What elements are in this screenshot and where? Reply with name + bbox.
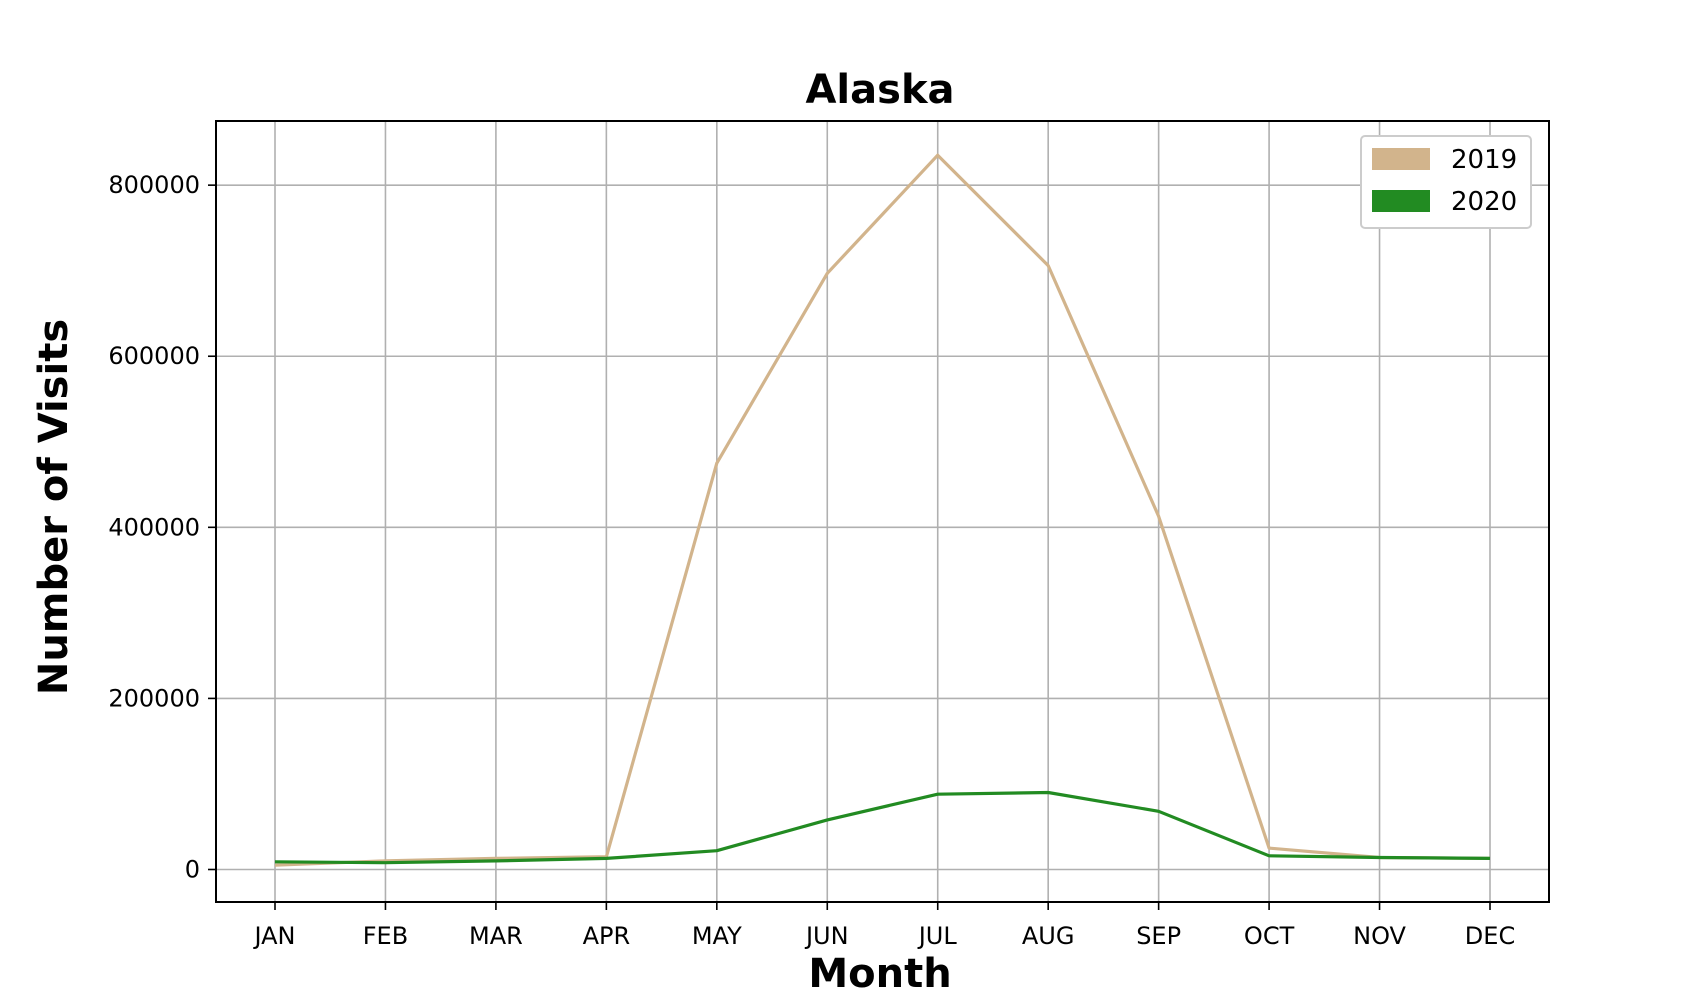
x-axis-label: Month bbox=[808, 951, 951, 997]
x-tick-label-aug: AUG bbox=[1022, 922, 1075, 950]
plot-frame bbox=[215, 120, 1550, 903]
y-axis-label: Number of Visits bbox=[31, 319, 77, 695]
y-tick-label-2: 400000 bbox=[108, 513, 200, 541]
legend: 2019 2020 bbox=[1360, 135, 1532, 229]
series-line-2020 bbox=[274, 790, 1491, 865]
x-tick-label-dec: DEC bbox=[1465, 922, 1515, 950]
x-tick-label-jun: JUN bbox=[804, 922, 849, 950]
chart-title: Alaska bbox=[805, 67, 954, 113]
x-tick-label-apr: APR bbox=[583, 922, 631, 950]
y-tick-label-0: 0 bbox=[185, 855, 200, 883]
x-axis-ticks: JAN FEB MAR APR MAY JUN JUL AUG SEP OCT NOV DEC bbox=[252, 902, 1515, 950]
x-tick-label-may: MAY bbox=[692, 922, 742, 950]
grid-lines bbox=[216, 121, 1549, 902]
legend-swatch-2020 bbox=[1372, 190, 1430, 212]
x-tick-label-feb: FEB bbox=[363, 922, 408, 950]
y-tick-label-1: 200000 bbox=[108, 684, 200, 712]
series-line-2019 bbox=[274, 153, 1491, 867]
x-tick-label-oct: OCT bbox=[1244, 922, 1295, 950]
legend-swatch-2019 bbox=[1372, 148, 1430, 170]
legend-label-2020: 2020 bbox=[1451, 187, 1517, 217]
x-tick-label-jul: JUL bbox=[917, 922, 958, 950]
x-tick-label-sep: SEP bbox=[1136, 922, 1181, 950]
legend-label-2019: 2019 bbox=[1451, 145, 1517, 175]
x-tick-label-mar: MAR bbox=[469, 922, 523, 950]
x-tick-label-jan: JAN bbox=[252, 922, 295, 950]
series-lines bbox=[274, 153, 1491, 867]
y-tick-label-3: 600000 bbox=[108, 342, 200, 370]
y-tick-label-4: 800000 bbox=[108, 171, 200, 199]
y-axis-ticks: 0 200000 400000 600000 800000 bbox=[108, 171, 216, 883]
x-tick-label-nov: NOV bbox=[1353, 922, 1406, 950]
